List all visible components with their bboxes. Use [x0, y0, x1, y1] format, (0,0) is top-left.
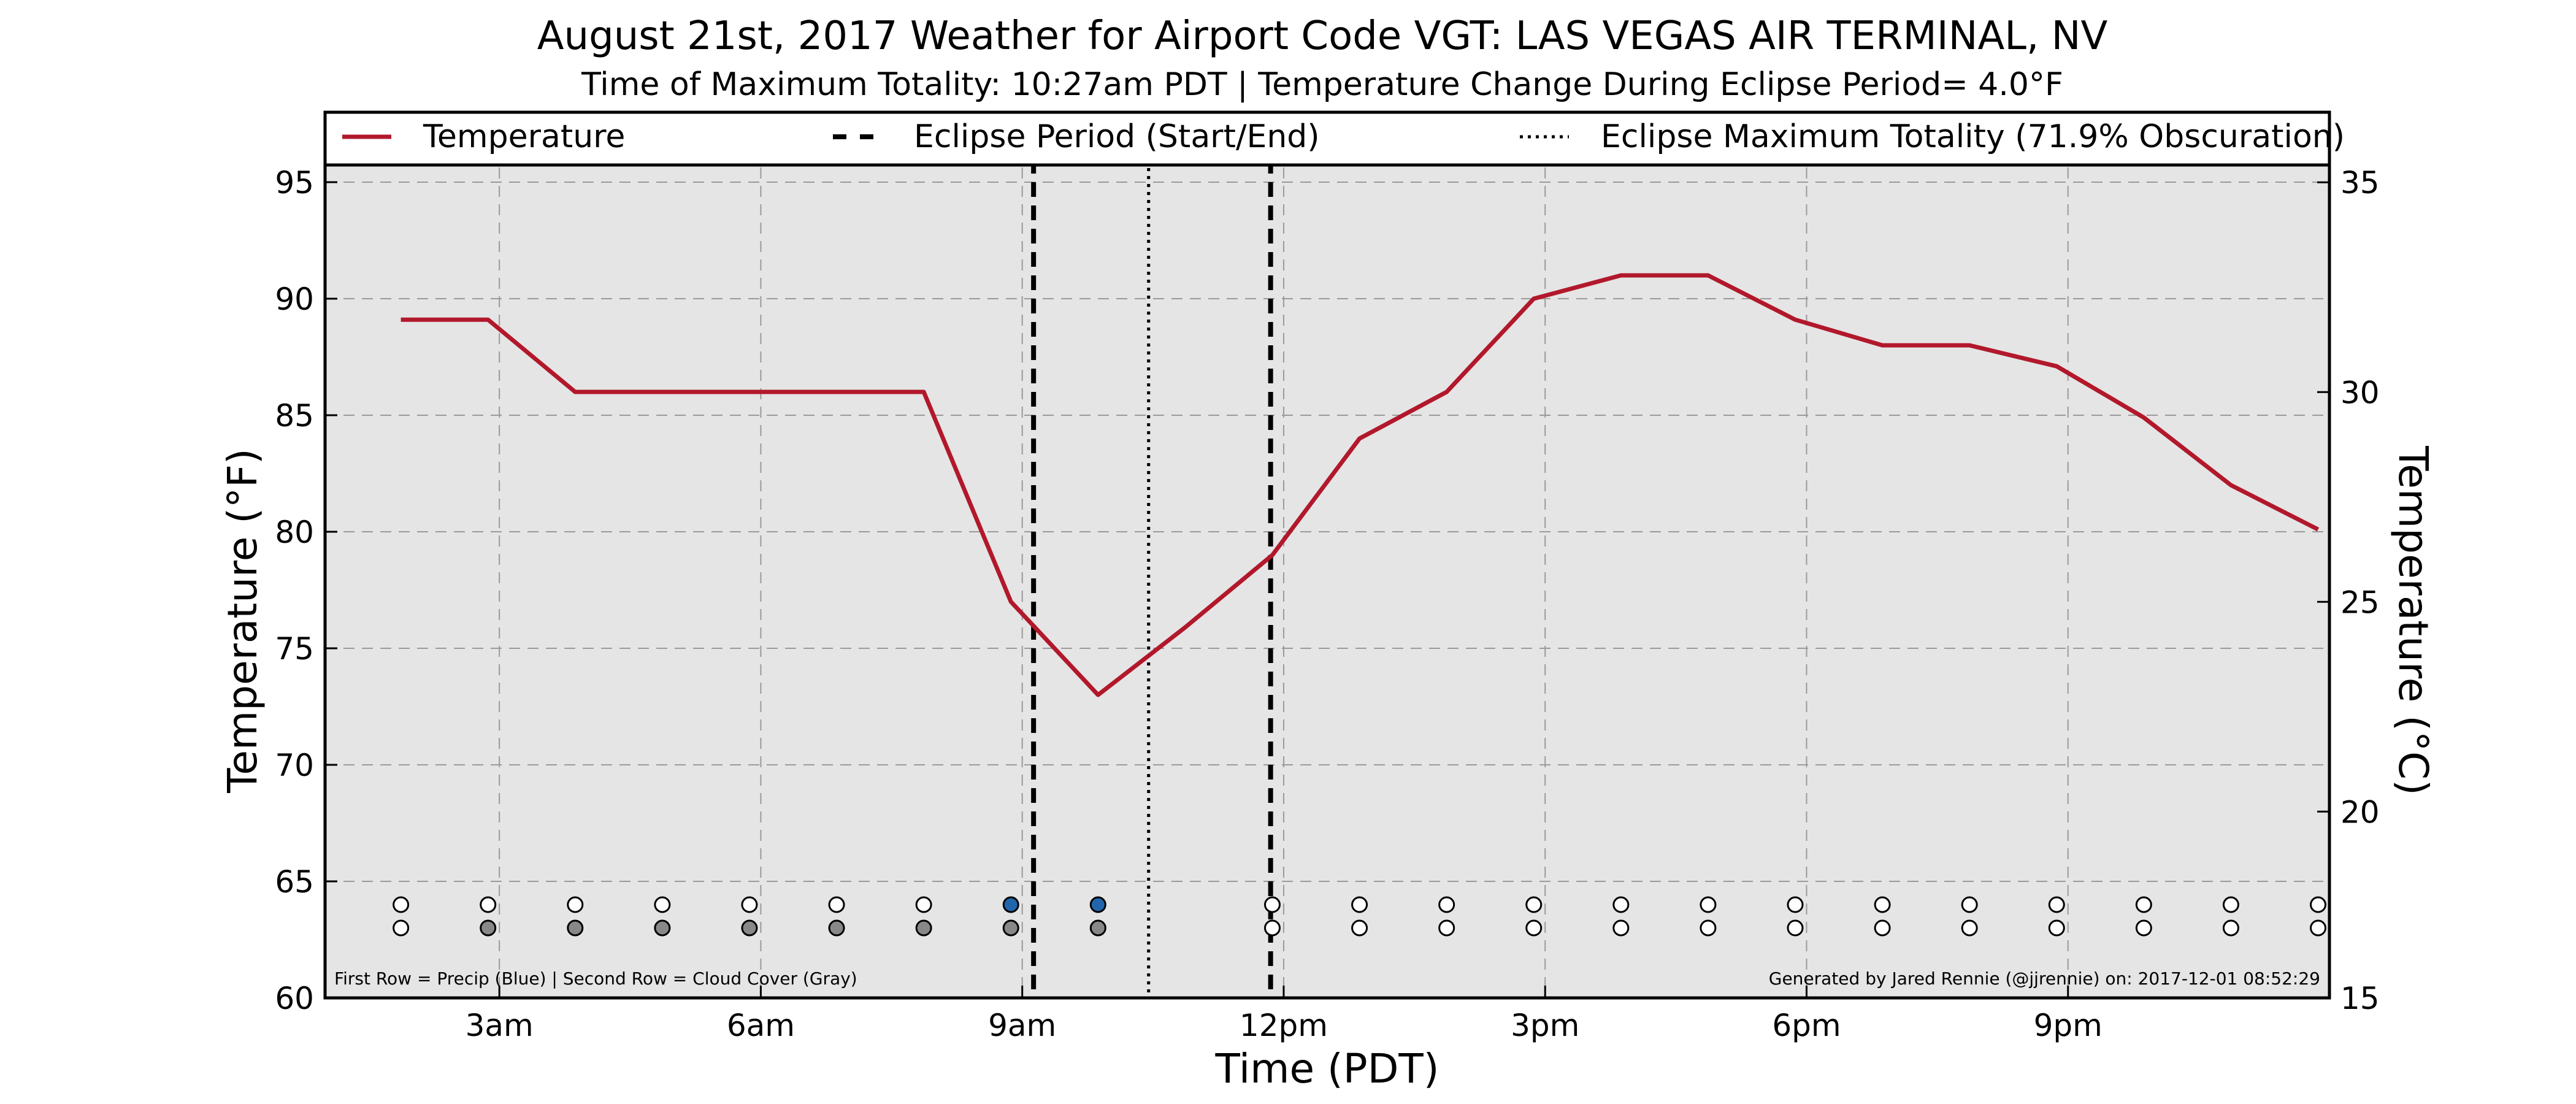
x-tick-label: 9pm	[2034, 1008, 2103, 1043]
precip-dot	[1874, 896, 1891, 913]
x-tick-label: 3am	[466, 1008, 534, 1043]
cloud-cover-dot	[1089, 919, 1106, 937]
cloud-cover-dot	[1002, 919, 1019, 937]
y-axis-label: Temperature (°F)	[219, 448, 266, 794]
y-tick-label: 85	[275, 398, 314, 434]
precip-dot	[1089, 896, 1106, 913]
cloud-cover-dot	[1961, 919, 1978, 937]
precip-dot	[1961, 896, 1978, 913]
cloud-cover-dot	[480, 919, 497, 937]
y-tick-label: 65	[275, 864, 314, 900]
chart-subtitle: Time of Maximum Totality: 10:27am PDT | …	[581, 66, 2063, 103]
x-axis-label: Time (PDT)	[1215, 1045, 1439, 1092]
legend-label-max-totality: Eclipse Maximum Totality (71.9% Obscurat…	[1601, 118, 2345, 155]
cloud-cover-dot	[1351, 919, 1368, 937]
cloud-cover-dot	[1438, 919, 1455, 937]
cloud-cover-dot	[393, 919, 410, 937]
y2-tick-label: 35	[2340, 165, 2380, 201]
cloud-cover-dot	[1525, 919, 1543, 937]
precip-dot	[1263, 896, 1281, 913]
note-right: Generated by Jared Rennie (@jjrennie) on…	[1769, 968, 2320, 989]
note-left: First Row = Precip (Blue) | Second Row =…	[334, 968, 857, 989]
y2-tick-label: 20	[2340, 794, 2380, 830]
y2-axis-label: Temperature (°C)	[2390, 445, 2437, 795]
observation-dots	[393, 896, 2327, 937]
precip-dot	[1787, 896, 1804, 913]
precip-dot	[2048, 896, 2065, 913]
precip-dot	[1351, 896, 1368, 913]
precip-dot	[2135, 896, 2152, 913]
y-tick-label: 80	[275, 515, 314, 550]
cloud-cover-dot	[1787, 919, 1804, 937]
y-tick-label: 60	[275, 981, 314, 1016]
cloud-cover-dot	[2310, 919, 2327, 937]
cloud-cover-dot	[2135, 919, 2152, 937]
precip-dot	[1438, 896, 1455, 913]
cloud-cover-dot	[654, 919, 671, 937]
precip-dot	[1525, 896, 1543, 913]
precip-dot	[741, 896, 758, 913]
legend-label-temperature: Temperature	[423, 118, 625, 155]
cloud-cover-dot	[2222, 919, 2239, 937]
x-axis: 3am 6am 9am 12pm 3pm 6pm 9pm	[466, 986, 2103, 1043]
y-tick-label: 95	[275, 165, 314, 201]
precip-dot	[1002, 896, 1019, 913]
temperature-series-line	[401, 273, 2320, 697]
y-axis-left: 60 65 70 75 80 85 90 95	[275, 165, 337, 1016]
cloud-cover-dot	[741, 919, 758, 937]
precip-dot	[828, 896, 845, 913]
cloud-cover-dot	[2048, 919, 2065, 937]
precip-dot	[393, 896, 410, 913]
y-tick-label: 90	[275, 282, 314, 317]
x-tick-label: 9am	[988, 1008, 1056, 1043]
cloud-cover-dot	[1700, 919, 1717, 937]
cloud-cover-dot	[1612, 919, 1630, 937]
cloud-cover-dot	[567, 919, 584, 937]
cloud-cover-dot	[1874, 919, 1891, 937]
x-tick-label: 6am	[727, 1008, 795, 1043]
cloud-cover-dot	[828, 919, 845, 937]
series-layer	[401, 273, 2320, 697]
precip-dot	[2222, 896, 2239, 913]
grid	[325, 112, 2329, 998]
precip-dot	[1612, 896, 1630, 913]
y-tick-label: 75	[275, 631, 314, 667]
precip-dot	[915, 896, 932, 913]
legend: Temperature Eclipse Period (Start/End) E…	[323, 110, 2345, 167]
precip-dot	[2310, 896, 2327, 913]
y-tick-label: 70	[275, 748, 314, 783]
plot-frame	[323, 110, 2331, 1000]
y-axis-right: 15 20 25 30 35	[2317, 165, 2380, 1016]
chart-title: August 21st, 2017 Weather for Airport Co…	[537, 13, 2108, 59]
precip-dot	[654, 896, 671, 913]
x-tick-label: 3pm	[1511, 1008, 1579, 1043]
precip-dot	[480, 896, 497, 913]
cloud-cover-dot	[1263, 919, 1281, 937]
y2-tick-label: 15	[2340, 981, 2380, 1016]
precip-dot	[567, 896, 584, 913]
precip-dot	[1700, 896, 1717, 913]
y2-tick-label: 30	[2340, 375, 2380, 410]
y2-tick-label: 25	[2340, 585, 2380, 620]
x-tick-label: 6pm	[1772, 1008, 1841, 1043]
legend-label-eclipse-period: Eclipse Period (Start/End)	[914, 118, 1320, 155]
plot-area	[325, 112, 2329, 998]
x-tick-label: 12pm	[1240, 1008, 1328, 1043]
cloud-cover-dot	[915, 919, 932, 937]
